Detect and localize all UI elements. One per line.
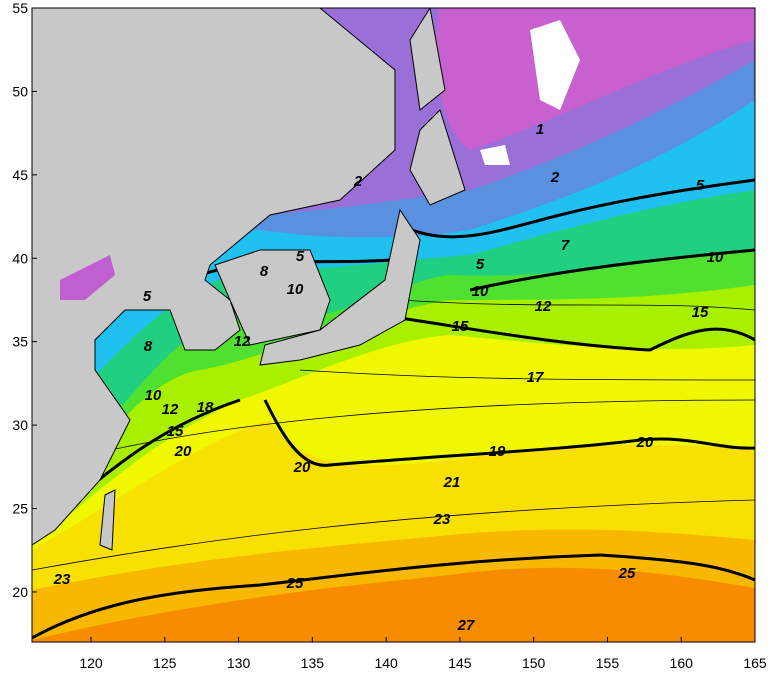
contour-label: 10: [472, 283, 489, 300]
y-tick-label: 40: [12, 250, 28, 266]
contour-label: 15: [692, 304, 709, 321]
y-tick-label: 20: [12, 584, 28, 600]
contour-label: 10: [287, 281, 304, 298]
contour-labels: 1 2 2 5 5 7 8 10 10 5 10 12 15 15 5 8 12…: [53, 121, 724, 634]
contour-label: 5: [296, 248, 305, 265]
contour-label: 5: [696, 177, 705, 194]
x-tick-label: 150: [522, 655, 546, 671]
x-tick-label: 120: [79, 655, 103, 671]
contour-label: 23: [53, 571, 71, 588]
contour-label: 17: [527, 369, 544, 386]
contour-label: 12: [535, 298, 552, 315]
y-tick-label: 55: [12, 0, 28, 16]
y-tick-label: 50: [12, 83, 28, 99]
contour-label: 10: [707, 249, 724, 266]
plot-frame: [31, 7, 756, 643]
y-tick-label: 35: [12, 334, 28, 350]
contour-label: 8: [144, 338, 153, 355]
x-tick-label: 160: [670, 655, 694, 671]
contour-label: 20: [636, 434, 654, 451]
contour-label: 12: [162, 401, 179, 418]
temperature-field: [32, 8, 755, 642]
contour-label: 5: [476, 256, 485, 273]
x-tick-label: 130: [227, 655, 251, 671]
contour-label: 2: [353, 173, 363, 190]
contour-label: 8: [260, 263, 269, 280]
x-tick-label: 155: [596, 655, 620, 671]
contour-label: 15: [167, 423, 184, 440]
contour-label: 20: [293, 459, 311, 476]
x-tick-label: 125: [153, 655, 177, 671]
y-tick-label: 45: [12, 167, 28, 183]
contour-label: 1: [536, 121, 544, 138]
y-tick-label: 25: [12, 501, 28, 517]
contour-label: 7: [561, 237, 570, 254]
contour-label: 20: [174, 443, 192, 460]
contour-label: 21: [443, 474, 461, 491]
y-tick-label: 30: [12, 417, 28, 433]
contour-label: 27: [457, 617, 475, 634]
x-tick-label: 165: [743, 655, 767, 671]
x-tick-label: 135: [301, 655, 325, 671]
contour-label: 2: [550, 169, 560, 186]
contour-label: 5: [143, 288, 152, 305]
contour-label: 23: [433, 511, 451, 528]
x-tick-label: 140: [374, 655, 398, 671]
contour-label: 12: [234, 333, 251, 350]
x-tick-label: 145: [448, 655, 472, 671]
contour-label: 15: [452, 318, 469, 335]
contour-label: 19: [489, 443, 506, 460]
contour-label: 25: [618, 565, 636, 582]
contour-label: 25: [286, 575, 304, 592]
contour-label: 10: [145, 387, 162, 404]
contour-label: 18: [197, 399, 214, 416]
